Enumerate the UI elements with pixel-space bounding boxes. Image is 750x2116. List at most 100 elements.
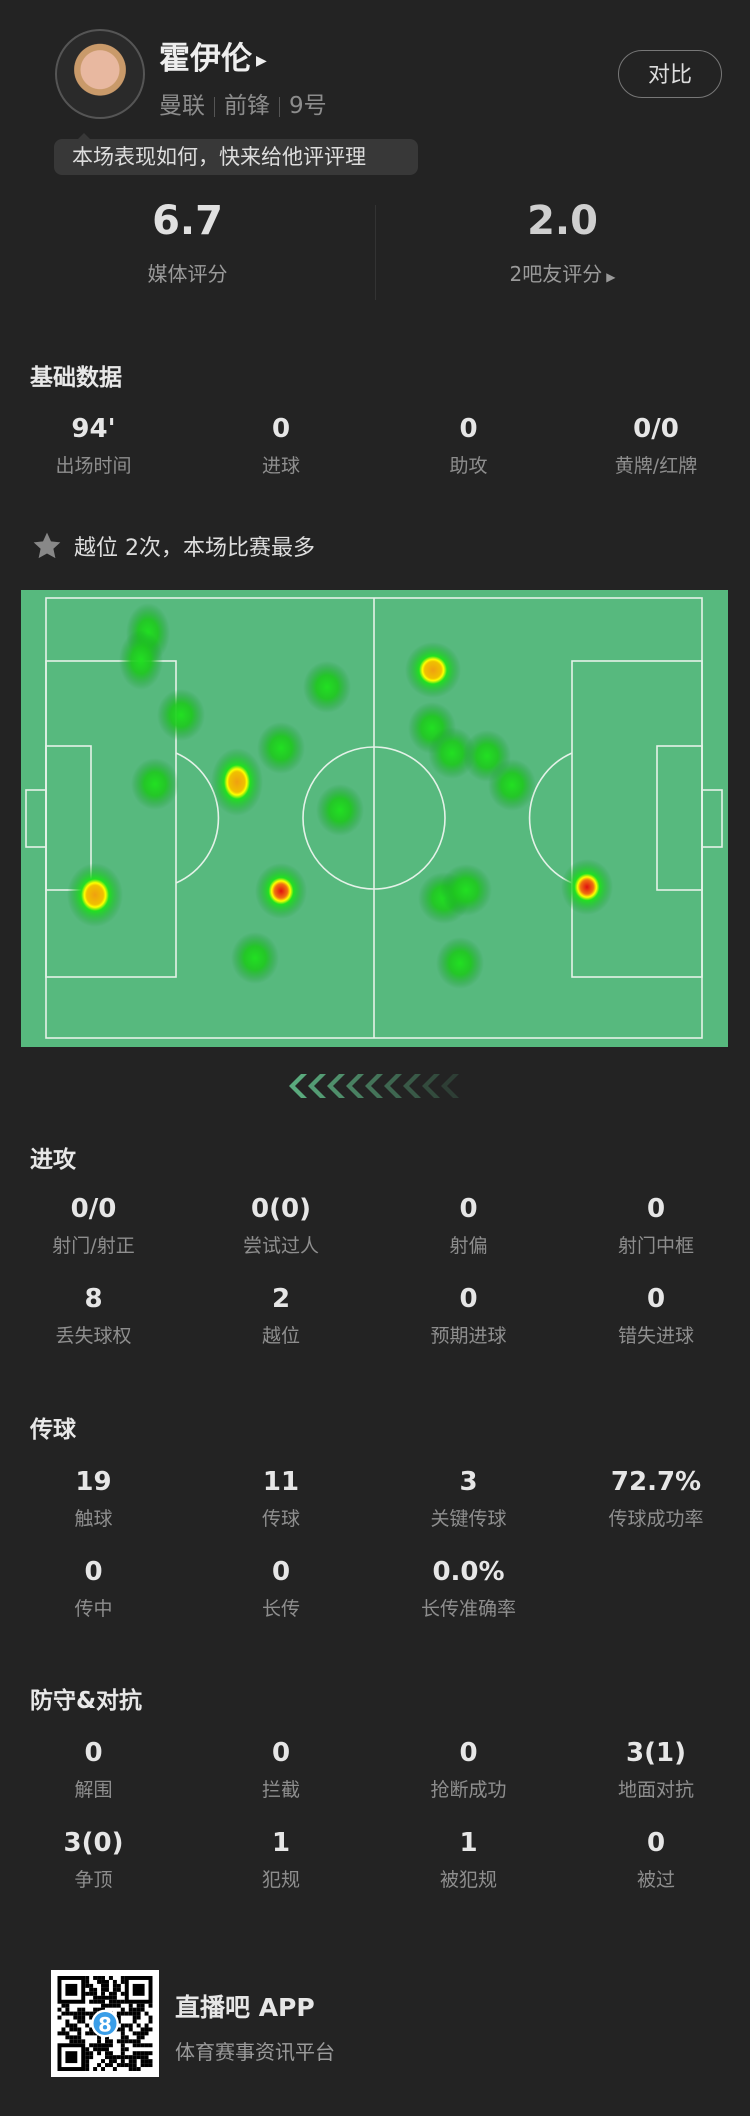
stat-defense: 0 解围 [0, 1738, 187, 1802]
media-rating: 6.7 媒体评分 [0, 198, 375, 287]
heat-spot [405, 642, 461, 698]
stat-value: 0 [271, 1557, 291, 1587]
stat-passing: 0 长传 [188, 1557, 375, 1621]
heat-spot [488, 759, 536, 811]
stat-label: 黄牌/红牌 [614, 455, 698, 477]
stat-label: 传球 [261, 1508, 300, 1530]
stat-label: 射门中框 [617, 1235, 694, 1257]
divider [375, 205, 376, 300]
app-qr-code: 8 [51, 1970, 159, 2077]
rating-prompt-tooltip[interactable]: 本场表现如何，快来给他评评理 [54, 133, 418, 175]
stat-label: 触球 [74, 1508, 113, 1530]
stat-label: 长传 [261, 1598, 300, 1620]
section-title-passing: 传球 [30, 1417, 76, 1443]
stat-defense: 0 拦截 [188, 1738, 375, 1802]
section-title-defense: 防守&对抗 [30, 1688, 143, 1714]
stat-label: 争顶 [74, 1869, 113, 1891]
stat-label: 射门/射正 [52, 1235, 135, 1257]
app-name: 直播吧 APP [175, 1993, 315, 2022]
chevron-left-icon [308, 1074, 326, 1098]
stat-basic: 0 进球 [188, 414, 375, 478]
stat-value: 94' [71, 414, 116, 444]
stat-value: 0 [84, 1557, 103, 1587]
player-avatar[interactable] [55, 29, 145, 119]
heat-spot [316, 784, 364, 836]
heat-spot [67, 863, 123, 927]
stat-label: 长传准确率 [420, 1598, 516, 1620]
chevron-left-icon [327, 1074, 345, 1098]
stat-label: 越位 [261, 1325, 300, 1347]
stat-passing: 0 传中 [0, 1557, 187, 1621]
stat-label: 抢断成功 [430, 1779, 507, 1801]
stat-basic: 0/0 黄牌/红牌 [563, 414, 750, 478]
player-name[interactable]: 霍伊伦 ▶ [159, 33, 267, 78]
player-name-text: 霍伊伦 [159, 41, 252, 77]
stat-value: 0 [459, 1738, 478, 1768]
player-meta: 曼联 前锋 9号 [159, 86, 327, 120]
chevron-left-icon [441, 1074, 459, 1098]
stat-label: 犯规 [261, 1869, 300, 1891]
stat-label: 丢失球权 [55, 1325, 132, 1347]
stat-attack: 2 越位 [188, 1284, 375, 1348]
stat-attack: 0 射偏 [375, 1194, 562, 1258]
stat-value: 0 [271, 1738, 291, 1768]
heat-spot [211, 748, 263, 816]
stat-attack: 0 错失进球 [563, 1284, 750, 1348]
stat-value: 3 [459, 1467, 478, 1497]
stat-passing: 3 关键传球 [375, 1467, 562, 1531]
heat-spot [436, 937, 484, 989]
stat-label: 进球 [261, 455, 300, 477]
stat-value: 8 [84, 1284, 103, 1314]
stat-value: 3(0) [63, 1828, 124, 1858]
media-rating-value: 6.7 [152, 198, 223, 244]
heat-spot [131, 758, 179, 810]
chevron-left-icon [289, 1074, 307, 1098]
compare-button[interactable]: 对比 [618, 50, 722, 98]
stat-passing: 72.7% 传球成功率 [563, 1467, 750, 1531]
stat-value: 1 [459, 1828, 478, 1858]
chevron-left-icon [403, 1074, 421, 1098]
stat-label: 解围 [74, 1779, 113, 1801]
stat-passing: 0.0% 长传准确率 [375, 1557, 562, 1621]
heatmap-pitch [21, 590, 728, 1047]
star-icon [33, 532, 61, 559]
stat-value: 72.7% [610, 1467, 702, 1497]
stat-passing: 11 传球 [188, 1467, 375, 1531]
stat-attack: 0 射门中框 [563, 1194, 750, 1258]
stat-defense: 1 被犯规 [375, 1828, 562, 1892]
stat-label: 地面对抗 [617, 1779, 694, 1801]
stat-value: 0/0 [70, 1194, 117, 1224]
caret-right-icon: ▶ [256, 52, 267, 69]
stat-defense: 1 犯规 [188, 1828, 375, 1892]
stat-label: 传球成功率 [608, 1508, 704, 1530]
heat-spot [561, 859, 613, 915]
fan-rating-label: 2吧友评分 [509, 262, 603, 286]
heat-spot [255, 863, 307, 919]
stat-attack: 0(0) 尝试过人 [188, 1194, 375, 1258]
heat-spot [440, 864, 492, 916]
stat-defense: 3(1) 地面对抗 [563, 1738, 750, 1802]
stat-value: 0 [459, 1284, 478, 1314]
caret-right-icon: ▶ [606, 270, 616, 284]
app-tagline: 体育赛事资讯平台 [175, 2040, 335, 2064]
stat-value: 11 [262, 1467, 300, 1497]
fan-rating[interactable]: 2.0 2吧友评分 ▶ [375, 198, 750, 287]
stat-attack: 0 预期进球 [375, 1284, 562, 1348]
stat-label: 被过 [636, 1869, 675, 1891]
stat-value: 2 [271, 1284, 291, 1314]
stat-value: 0 [646, 1284, 666, 1314]
chevron-left-icon [422, 1074, 440, 1098]
stat-label: 射偏 [449, 1235, 488, 1257]
media-rating-label: 媒体评分 [147, 262, 228, 286]
stat-value: 0(0) [251, 1194, 311, 1224]
stat-label: 错失进球 [617, 1325, 694, 1347]
stat-label: 助攻 [449, 455, 488, 477]
stat-value: 0/0 [633, 414, 679, 444]
scroll-indicator-chevrons [289, 1074, 459, 1098]
stat-passing: 19 触球 [0, 1467, 187, 1531]
stat-label: 预期进球 [430, 1325, 507, 1347]
section-title-attack: 进攻 [30, 1147, 76, 1173]
stat-basic: 0 助攻 [375, 414, 562, 478]
stat-value: 0 [459, 414, 478, 444]
heat-spot [231, 932, 279, 984]
